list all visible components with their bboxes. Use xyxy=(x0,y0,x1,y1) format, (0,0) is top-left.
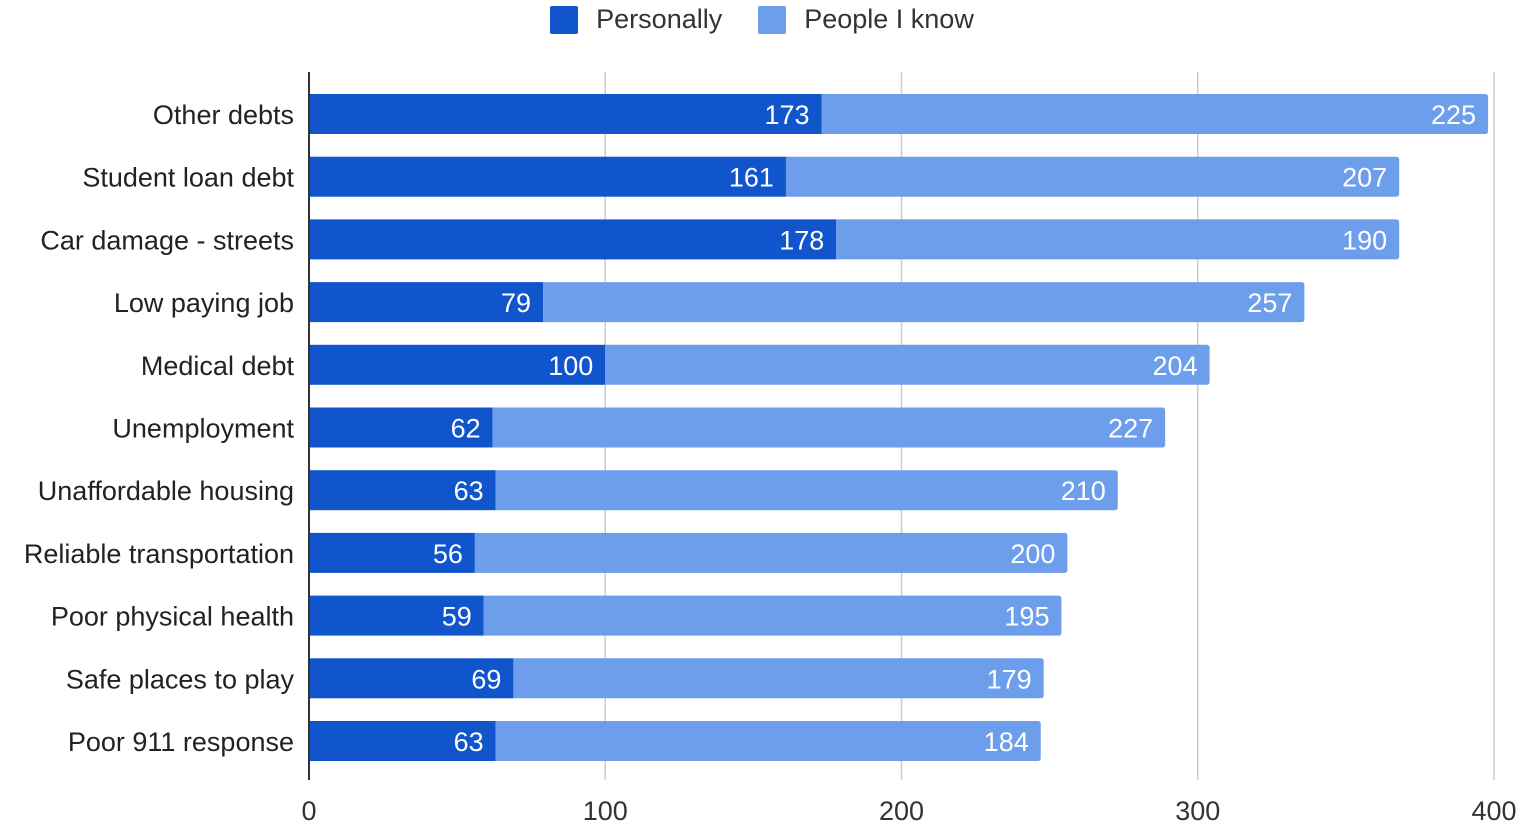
data-label-reliable-transportation-personally: 56 xyxy=(433,539,463,569)
data-label-reliable-transportation-people-i-know: 200 xyxy=(1010,539,1055,569)
data-label-safe-places-to-play-personally: 69 xyxy=(471,664,501,694)
category-label-student-loan-debt: Student loan debt xyxy=(82,163,294,193)
data-label-unemployment-personally: 62 xyxy=(451,414,481,444)
bar-poor-physical-health-personally xyxy=(309,595,484,636)
bar-student-loan-debt-people-i-know xyxy=(785,156,1400,197)
legend-label-people-i-know: People I know xyxy=(804,4,974,34)
bar-reliable-transportation-people-i-know xyxy=(474,532,1068,573)
bar-unemployment-people-i-know xyxy=(492,407,1166,448)
bar-poor-911-response-people-i-know xyxy=(495,721,1041,761)
data-label-poor-physical-health-personally: 59 xyxy=(442,602,472,632)
x-tick-label-300: 300 xyxy=(1175,796,1220,825)
bar-other-debts-people-i-know xyxy=(821,94,1489,134)
bar-unaffordable-housing-people-i-know xyxy=(495,470,1118,511)
data-label-car-damage-streets-people-i-know: 190 xyxy=(1342,225,1387,255)
category-label-unemployment: Unemployment xyxy=(112,414,294,444)
bar-unaffordable-housing-personally xyxy=(309,470,496,511)
data-label-low-paying-job-personally: 79 xyxy=(501,288,531,318)
legend-item-personally: Personally xyxy=(550,4,722,35)
bar-low-paying-job-personally xyxy=(309,282,544,323)
category-label-poor-911-response: Poor 911 response xyxy=(68,727,294,757)
data-label-poor-911-response-people-i-know: 184 xyxy=(984,727,1029,757)
data-label-car-damage-streets-personally: 178 xyxy=(779,225,824,255)
category-label-unaffordable-housing: Unaffordable housing xyxy=(38,476,294,506)
legend-swatch-people-i-know xyxy=(758,5,787,34)
bar-student-loan-debt-personally xyxy=(309,156,786,197)
data-label-other-debts-personally: 173 xyxy=(764,100,809,130)
category-label-car-damage-streets: Car damage - streets xyxy=(40,225,294,255)
bar-car-damage-streets-personally xyxy=(309,219,837,260)
chart-legend: Personally People I know xyxy=(0,4,1524,35)
data-label-unaffordable-housing-people-i-know: 210 xyxy=(1061,476,1106,506)
bar-safe-places-to-play-people-i-know xyxy=(513,658,1044,699)
bar-other-debts-personally xyxy=(309,94,822,134)
data-label-poor-physical-health-people-i-know: 195 xyxy=(1004,602,1049,632)
data-label-student-loan-debt-people-i-know: 207 xyxy=(1342,163,1387,193)
category-label-safe-places-to-play: Safe places to play xyxy=(66,664,295,694)
x-tick-label-100: 100 xyxy=(583,796,628,825)
x-tick-label-400: 400 xyxy=(1471,796,1516,825)
data-label-poor-911-response-personally: 63 xyxy=(454,727,484,757)
category-label-medical-debt: Medical debt xyxy=(141,351,295,381)
category-label-reliable-transportation: Reliable transportation xyxy=(24,539,294,569)
data-label-medical-debt-people-i-know: 204 xyxy=(1153,351,1198,381)
data-label-unaffordable-housing-personally: 63 xyxy=(454,476,484,506)
data-label-low-paying-job-people-i-know: 257 xyxy=(1247,288,1292,318)
legend-label-personally: Personally xyxy=(596,4,723,34)
data-label-medical-debt-personally: 100 xyxy=(548,351,593,381)
data-label-safe-places-to-play-people-i-know: 179 xyxy=(987,664,1032,694)
bar-unemployment-personally xyxy=(309,407,493,448)
category-label-poor-physical-health: Poor physical health xyxy=(51,602,294,632)
category-label-other-debts: Other debts xyxy=(153,100,294,130)
legend-item-people-i-know: People I know xyxy=(758,4,974,35)
bar-medical-debt-personally xyxy=(309,344,606,385)
x-tick-label-0: 0 xyxy=(301,796,316,825)
data-label-unemployment-people-i-know: 227 xyxy=(1108,414,1153,444)
data-label-other-debts-people-i-know: 225 xyxy=(1431,100,1476,130)
bar-poor-911-response-personally xyxy=(309,721,496,761)
bar-medical-debt-people-i-know xyxy=(605,344,1210,385)
bar-safe-places-to-play-personally xyxy=(309,658,514,699)
bar-car-damage-streets-people-i-know xyxy=(836,219,1400,260)
category-label-low-paying-job: Low paying job xyxy=(114,288,294,318)
legend-swatch-personally xyxy=(550,5,579,34)
bar-reliable-transportation-personally xyxy=(309,532,475,573)
data-label-student-loan-debt-personally: 161 xyxy=(729,163,774,193)
bar-poor-physical-health-people-i-know xyxy=(483,595,1062,636)
x-tick-label-200: 200 xyxy=(879,796,924,825)
bar-low-paying-job-people-i-know xyxy=(543,282,1305,323)
